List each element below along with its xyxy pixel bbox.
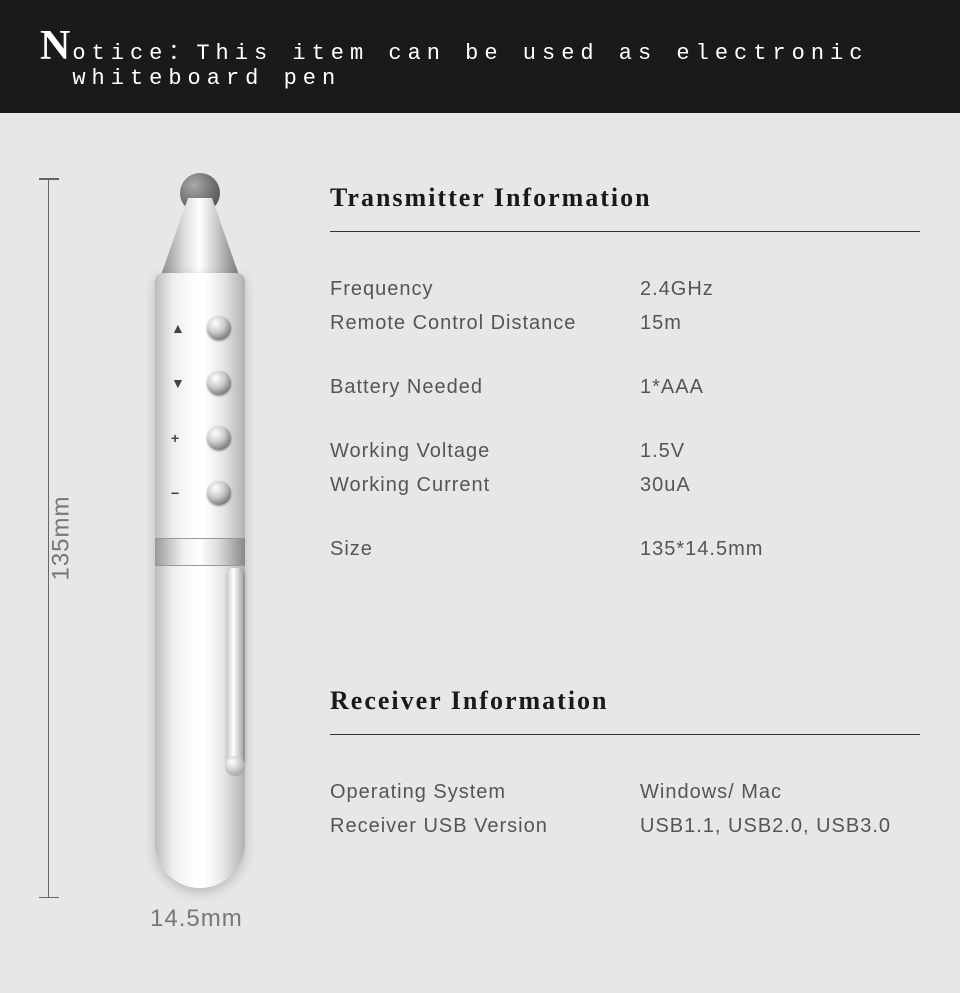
pen-button-dot — [207, 316, 231, 340]
spec-label: Working Voltage — [330, 434, 640, 468]
height-dimension-label: 135mm — [48, 495, 76, 580]
spec-label: Battery Needed — [330, 370, 640, 404]
spec-row: Working Current30uA — [330, 468, 920, 502]
spec-row: Receiver USB VersionUSB1.1, USB2.0, USB3… — [330, 809, 920, 843]
receiver-specs: Operating SystemWindows/ MacReceiver USB… — [330, 775, 920, 843]
spec-label: Receiver USB Version — [330, 809, 640, 843]
spec-value: Windows/ Mac — [640, 775, 782, 809]
spec-group: Battery Needed1*AAA — [330, 370, 920, 404]
spec-label: Working Current — [330, 468, 640, 502]
pen-cone — [160, 198, 240, 278]
spec-label: Size — [330, 532, 640, 566]
spec-value: USB1.1, USB2.0, USB3.0 — [640, 809, 891, 843]
transmitter-specs: Frequency2.4GHzRemote Control Distance15… — [330, 272, 920, 566]
receiver-heading: Receiver Information — [330, 686, 920, 716]
pen-illustration: ▲ ▼ + − — [150, 173, 250, 903]
spec-group: Operating SystemWindows/ MacReceiver USB… — [330, 775, 920, 843]
height-dimension-line: 135mm — [48, 178, 68, 898]
divider — [330, 734, 920, 735]
pen-button-up: ▲ — [171, 313, 231, 343]
down-icon: ▼ — [171, 375, 185, 391]
pen-button-dot — [207, 426, 231, 450]
product-figure: 135mm ▲ ▼ + − — [40, 173, 280, 953]
pen-band — [155, 538, 245, 566]
spec-row: Working Voltage1.5V — [330, 434, 920, 468]
pen-body: ▲ ▼ + − — [155, 273, 245, 888]
spec-value: 30uA — [640, 468, 691, 502]
width-dimension-label: 14.5mm — [150, 905, 243, 933]
pen-button-dot — [207, 481, 231, 505]
spec-value: 1.5V — [640, 434, 685, 468]
spec-label: Operating System — [330, 775, 640, 809]
spec-value: 15m — [640, 306, 682, 340]
pen-button-plus: + — [171, 423, 231, 453]
spec-row: Battery Needed1*AAA — [330, 370, 920, 404]
pen-clip — [227, 568, 243, 768]
spec-label: Frequency — [330, 272, 640, 306]
spec-value: 2.4GHz — [640, 272, 714, 306]
content-area: 135mm ▲ ▼ + − — [0, 113, 960, 993]
minus-icon: − — [171, 485, 179, 501]
spec-value: 1*AAA — [640, 370, 704, 404]
info-panel: Transmitter Information Frequency2.4GHzR… — [330, 173, 920, 953]
plus-icon: + — [171, 430, 179, 446]
notice-banner: N otice：This item can be used as electro… — [0, 0, 960, 113]
spec-row: Remote Control Distance15m — [330, 306, 920, 340]
notice-initial: N — [40, 22, 70, 70]
spec-group: Working Voltage1.5VWorking Current30uA — [330, 434, 920, 502]
spec-row: Size135*14.5mm — [330, 532, 920, 566]
spec-row: Operating SystemWindows/ Mac — [330, 775, 920, 809]
transmitter-heading: Transmitter Information — [330, 183, 920, 213]
up-icon: ▲ — [171, 320, 185, 336]
pen-button-minus: − — [171, 478, 231, 508]
spec-label: Remote Control Distance — [330, 306, 640, 340]
spec-row: Frequency2.4GHz — [330, 272, 920, 306]
notice-text: otice：This item can be used as electroni… — [72, 34, 920, 91]
pen-button-dot — [207, 371, 231, 395]
pen-button-down: ▼ — [171, 368, 231, 398]
spec-group: Size135*14.5mm — [330, 532, 920, 566]
divider — [330, 231, 920, 232]
spec-value: 135*14.5mm — [640, 532, 763, 566]
spec-group: Frequency2.4GHzRemote Control Distance15… — [330, 272, 920, 340]
